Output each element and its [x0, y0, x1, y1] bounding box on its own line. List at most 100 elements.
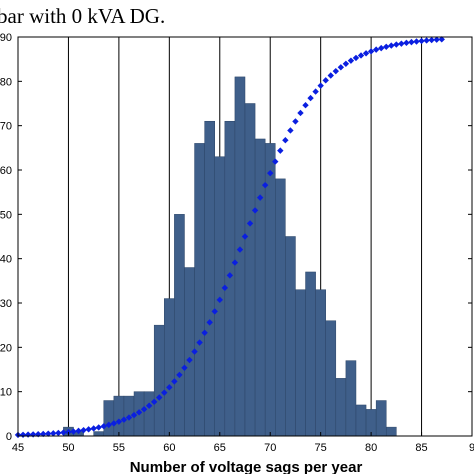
histogram-bar — [113, 395, 125, 437]
cdf-marker — [297, 109, 304, 117]
histogram-bar — [93, 431, 105, 437]
x-tick-label: 85 — [415, 442, 427, 454]
y-tick-label: 70 — [0, 121, 12, 133]
histogram-bar — [153, 324, 165, 437]
cdf-marker — [70, 428, 77, 435]
cdf-marker — [100, 423, 107, 430]
cdf-marker — [201, 329, 208, 336]
cdf-marker — [120, 416, 128, 423]
histogram-bar — [224, 120, 236, 437]
y-tick-label: 80 — [0, 76, 12, 88]
cdf-marker — [226, 272, 234, 279]
x-tick-label: 80 — [365, 442, 377, 454]
cdf-marker — [261, 181, 269, 189]
cdf-marker — [206, 319, 213, 326]
histogram-bar — [345, 360, 357, 437]
histogram-bar — [174, 214, 185, 437]
histogram-bar — [244, 103, 256, 437]
histogram-bar — [295, 289, 306, 437]
cdf-marker — [388, 42, 395, 49]
cdf-marker — [125, 414, 133, 421]
histogram-bar — [315, 289, 326, 437]
cdf-marker — [216, 296, 223, 304]
cdf-marker — [378, 44, 385, 52]
x-axis-ticks: 45 50 55 60 65 70 75 80 85 9 — [12, 432, 474, 454]
histogram-bar — [164, 298, 175, 437]
y-tick-label: 10 — [0, 387, 12, 399]
cdf-marker — [191, 348, 198, 355]
cdf-marker — [352, 54, 360, 62]
cdf-marker — [322, 77, 329, 84]
cdf-marker — [251, 207, 259, 214]
cdf-marker — [151, 398, 158, 406]
cdf-marker — [418, 37, 425, 45]
histogram-bars — [63, 76, 397, 437]
y-tick-label: 60 — [0, 165, 12, 177]
x-tick-label: 55 — [113, 442, 125, 454]
histogram-bar — [385, 426, 397, 437]
cdf-marker — [403, 39, 410, 47]
cdf-marker — [110, 420, 118, 427]
histogram-bar — [285, 236, 296, 437]
cdf-marker — [267, 169, 274, 177]
cdf-marker — [95, 424, 102, 431]
histogram-bar — [355, 404, 367, 437]
y-tick-label: 0 — [6, 431, 12, 443]
cdf-marker — [312, 88, 319, 95]
cdf-marker — [176, 371, 183, 379]
x-tick-label: 45 — [12, 442, 24, 454]
cdf-marker — [367, 48, 375, 55]
cdf-marker — [171, 378, 178, 385]
x-tick-label: 60 — [163, 442, 175, 454]
x-tick-label: 50 — [62, 442, 74, 454]
cdf-marker — [398, 40, 405, 47]
x-tick-label: 65 — [214, 442, 226, 454]
cdf-marker — [423, 37, 430, 44]
cdf-marker — [186, 356, 193, 364]
cdf-marker — [75, 427, 82, 435]
cdf-marker — [332, 67, 339, 75]
histogram-bar — [143, 391, 155, 437]
cdf-marker — [85, 426, 92, 433]
y-axis-ticks: 0 10 20 30 40 50 60 70 80 90 — [0, 32, 472, 443]
cdf-marker — [372, 46, 380, 53]
cdf-marker — [90, 425, 97, 432]
cdf-marker — [393, 41, 400, 48]
cdf-marker — [161, 389, 168, 396]
cdf-marker — [307, 94, 314, 102]
cdf-marker — [272, 158, 279, 165]
histogram-bar — [194, 143, 205, 437]
cdf-marker — [317, 82, 324, 89]
cdf-marker — [211, 308, 218, 315]
cdf-marker — [105, 421, 112, 429]
histogram-bar — [275, 178, 286, 437]
cdf-marker — [302, 102, 309, 109]
cdf-marker — [241, 233, 249, 240]
cdf-marker — [80, 426, 87, 434]
x-tick-label: 75 — [315, 442, 327, 454]
histogram-bar — [325, 320, 337, 437]
cdf-marker — [135, 409, 143, 416]
x-tick-label: 70 — [264, 442, 276, 454]
cdf-marker — [196, 339, 203, 346]
cdf-marker — [50, 430, 57, 437]
y-tick-label: 90 — [0, 32, 12, 44]
histogram-bar — [103, 400, 115, 437]
cdf-marker — [408, 38, 415, 46]
cdf-marker — [342, 60, 350, 67]
y-tick-label: 30 — [0, 298, 12, 310]
x-axis-label: Number of voltage sags per year — [130, 459, 363, 474]
histogram-bar — [305, 271, 316, 437]
cdf-marker — [438, 36, 445, 43]
y-tick-label: 40 — [0, 254, 12, 266]
cdf-marker — [156, 394, 163, 401]
histogram-bar — [264, 143, 276, 437]
histogram-bar — [214, 156, 226, 437]
cdf-marker — [413, 38, 420, 45]
cdf-marker — [337, 64, 345, 71]
cdf-marker — [246, 220, 254, 227]
cdf-marker — [145, 402, 153, 409]
cdf-marker — [55, 429, 62, 437]
cdf-marker — [140, 406, 148, 413]
histogram-bar — [234, 76, 246, 437]
